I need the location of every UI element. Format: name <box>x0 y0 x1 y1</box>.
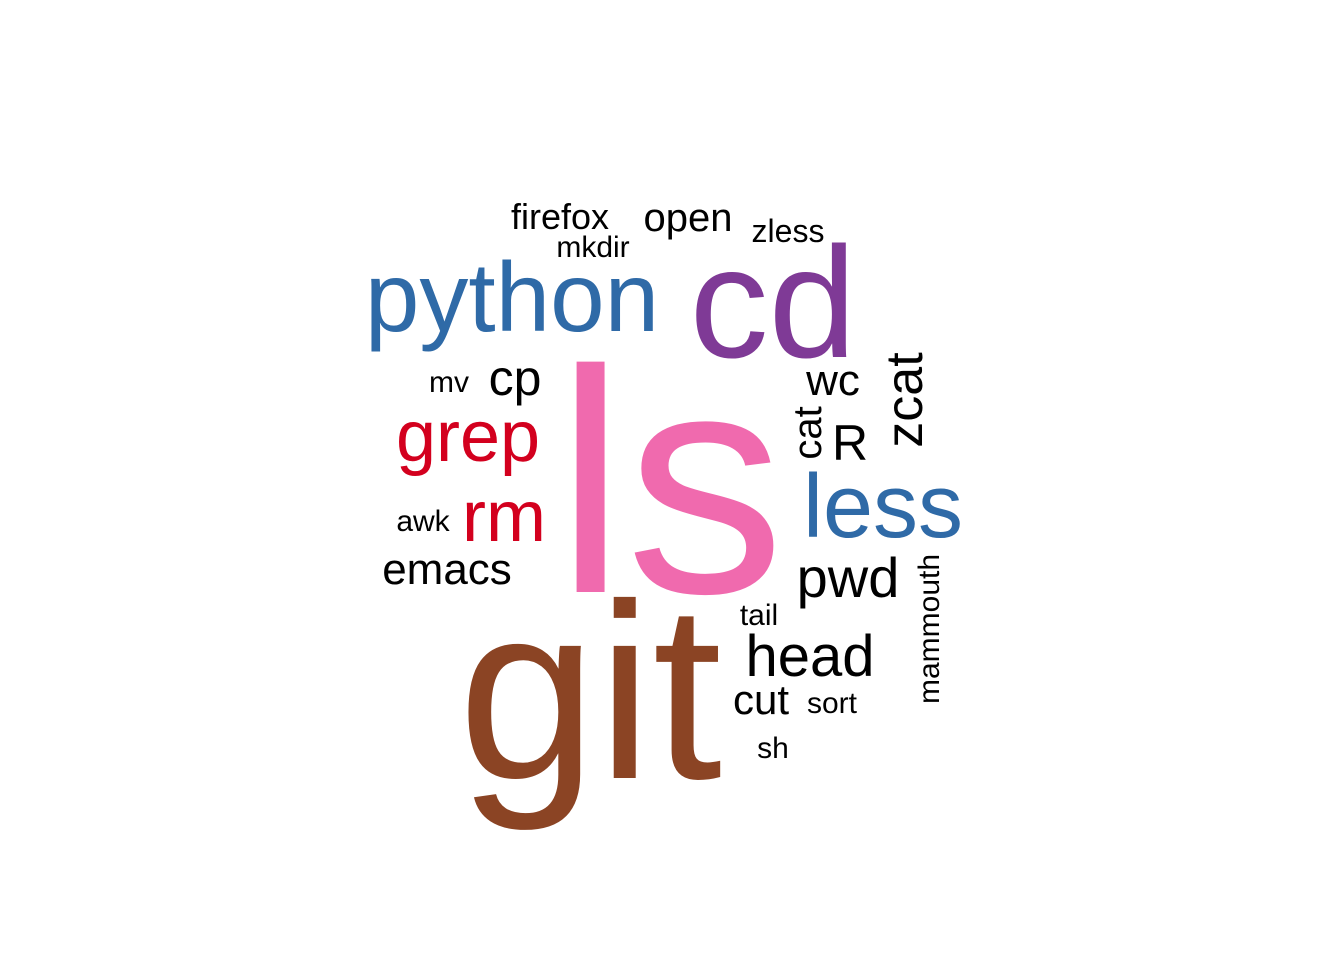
word-cp: cp <box>489 350 542 406</box>
word-cd: cd <box>690 215 857 391</box>
word-open: open <box>644 196 733 240</box>
word-firefox: firefox <box>511 196 609 237</box>
word-cat: cat <box>786 406 830 459</box>
word-emacs: emacs <box>382 545 512 594</box>
word-rm: rm <box>462 477 546 557</box>
word-tail: tail <box>740 599 778 632</box>
word-ls: ls <box>555 305 785 660</box>
word-mammouth: mammouth <box>913 554 946 704</box>
word-grep: grep <box>396 397 540 477</box>
word-head: head <box>745 624 874 689</box>
word-sh: sh <box>757 732 789 765</box>
word-zcat: zcat <box>876 352 934 448</box>
word-less: less <box>803 457 963 557</box>
word-cut: cut <box>733 676 789 723</box>
word-mkdir: mkdir <box>556 231 629 264</box>
word-mv: mv <box>429 366 469 399</box>
word-wc: wc <box>805 356 860 405</box>
word-zless: zless <box>752 213 825 249</box>
word-R: R <box>832 415 868 471</box>
word-python: python <box>365 242 659 352</box>
word-pwd: pwd <box>797 546 900 609</box>
word-git: git <box>458 552 722 831</box>
word-awk: awk <box>396 505 450 538</box>
word-sort: sort <box>807 687 858 720</box>
